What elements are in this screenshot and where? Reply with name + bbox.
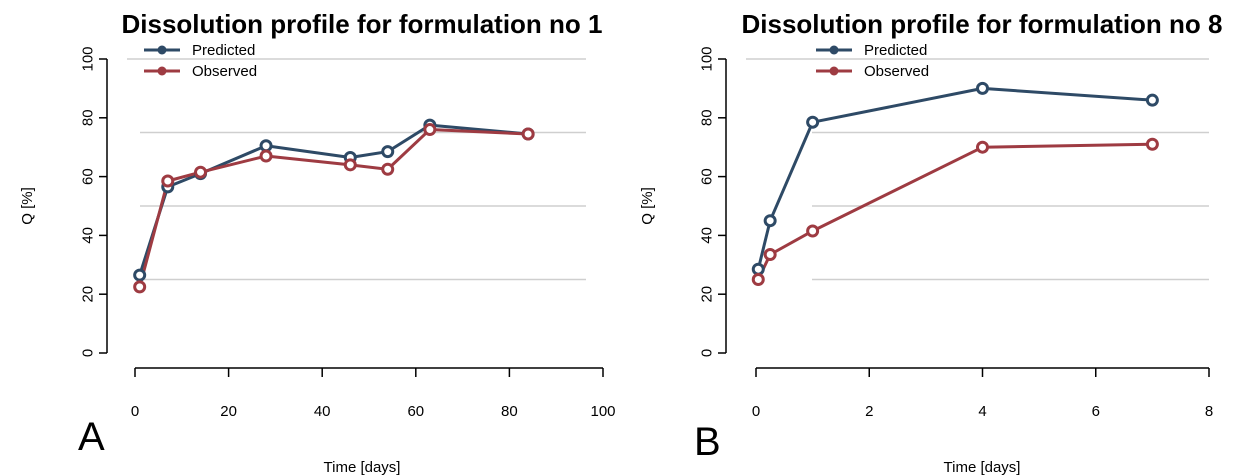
x-tick-label: 8: [1205, 403, 1213, 420]
predicted-data-point: [381, 145, 395, 159]
x-tick-label: 100: [590, 403, 615, 420]
observed-data-point: [976, 140, 989, 154]
observed-data-point: [806, 224, 820, 238]
chart-title: Dissolution profile for formulation no 1: [122, 9, 603, 39]
chart-panel-a: Dissolution profile for formulation no 1…: [19, 9, 616, 476]
series-group: [751, 81, 1159, 286]
observed-series-line: [138, 128, 529, 288]
observed-data-point: [381, 162, 395, 176]
legend-predicted-label: Predicted: [864, 42, 927, 59]
legend-observed-marker: [157, 66, 167, 76]
panel-label: A: [78, 415, 105, 459]
y-tick-label: 0: [79, 349, 96, 357]
x-axis-label: Time [days]: [944, 459, 1021, 476]
observed-data-point: [343, 158, 357, 172]
legend: Predicted Observed: [144, 42, 257, 80]
observed-data-point: [1145, 137, 1159, 151]
x-tick-label: 0: [752, 403, 760, 420]
y-tick-label: 40: [79, 227, 96, 244]
axes: 0 20 40 60 80 100 0 20 40 60 80 100: [79, 46, 615, 420]
x-axis-label: Time [days]: [324, 459, 401, 476]
observed-series-line: [756, 142, 1153, 281]
y-tick-label: 60: [79, 168, 96, 185]
x-tick-label: 80: [501, 403, 518, 420]
observed-data-point: [161, 174, 175, 188]
y-tick-label: 20: [698, 286, 715, 303]
legend-observed-label: Observed: [192, 63, 257, 80]
x-tick-label: 0: [131, 403, 139, 420]
y-tick-label: 60: [698, 168, 715, 185]
predicted-data-point: [751, 262, 765, 276]
legend-observed-marker: [829, 66, 839, 76]
y-axis-label: Q [%]: [19, 187, 36, 225]
x-tick-label: 60: [407, 403, 424, 420]
predicted-data-point: [259, 139, 273, 153]
observed-data-point: [259, 149, 273, 163]
predicted-data-point: [1145, 93, 1159, 107]
predicted-data-point: [763, 214, 777, 228]
x-tick-label: 4: [978, 403, 986, 420]
series-group: [133, 118, 535, 294]
observed-data-point: [423, 123, 437, 137]
y-axis-label: Q [%]: [639, 187, 656, 225]
legend-predicted-marker: [157, 45, 167, 55]
predicted-data-point: [133, 268, 147, 282]
observed-data-point: [194, 165, 208, 179]
legend-observed-label: Observed: [864, 63, 929, 80]
chart-panel-b: Dissolution profile for formulation no 8…: [639, 9, 1223, 476]
predicted-series-line: [138, 123, 529, 276]
y-tick-label: 20: [79, 286, 96, 303]
observed-data-point: [521, 127, 535, 141]
observed-data-point: [751, 273, 765, 286]
y-tick-label: 80: [79, 109, 96, 126]
x-tick-label: 6: [1092, 403, 1100, 420]
axes: 0 20 40 60 80 100 0 2 4 6 8: [698, 46, 1213, 420]
x-tick-label: 40: [314, 403, 331, 420]
y-tick-label: 100: [79, 46, 96, 71]
chart-title: Dissolution profile for formulation no 8: [742, 9, 1223, 39]
observed-data-point: [763, 248, 777, 262]
x-tick-label: 2: [865, 403, 873, 420]
predicted-data-point: [806, 115, 820, 129]
y-tick-label: 100: [698, 46, 715, 71]
gridlines: [746, 58, 1209, 281]
x-tick-label: 20: [220, 403, 237, 420]
panel-label: B: [694, 420, 721, 464]
legend-predicted-label: Predicted: [192, 42, 255, 59]
legend: Predicted Observed: [816, 42, 929, 80]
y-tick-label: 40: [698, 227, 715, 244]
predicted-series-line: [756, 86, 1153, 270]
gridlines: [127, 58, 586, 281]
legend-predicted-marker: [829, 45, 839, 55]
predicted-data-point: [976, 81, 989, 95]
observed-data-point: [133, 280, 147, 294]
y-tick-label: 80: [698, 109, 715, 126]
y-tick-label: 0: [698, 349, 715, 357]
